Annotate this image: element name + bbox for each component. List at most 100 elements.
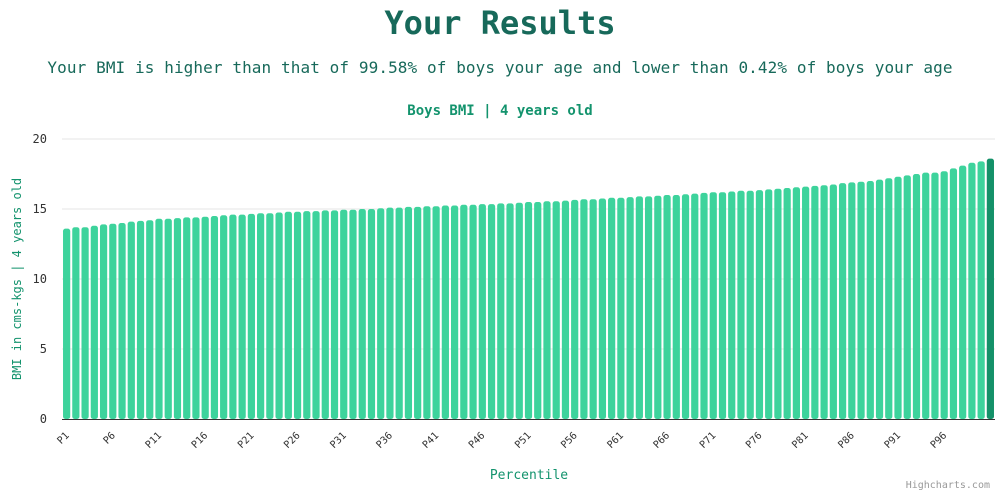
highlighted-bar[interactable] [986, 158, 994, 419]
bar[interactable] [524, 202, 533, 419]
bar[interactable] [404, 206, 413, 419]
bar[interactable] [912, 174, 921, 419]
bar[interactable] [617, 197, 625, 419]
bar[interactable] [164, 218, 172, 419]
bar[interactable] [469, 204, 477, 419]
bar[interactable] [654, 195, 662, 419]
bar[interactable] [441, 205, 449, 420]
bar[interactable] [238, 214, 246, 419]
bar[interactable] [220, 215, 228, 419]
bar[interactable] [266, 213, 274, 419]
bar[interactable] [626, 197, 634, 419]
bar[interactable] [746, 190, 754, 419]
bar[interactable] [589, 199, 597, 419]
bar[interactable] [395, 207, 403, 419]
bar[interactable] [709, 192, 717, 419]
bar[interactable] [321, 210, 329, 419]
bar[interactable] [820, 185, 828, 419]
bar[interactable] [681, 194, 690, 419]
bar[interactable] [635, 196, 643, 419]
bar[interactable] [875, 179, 884, 419]
bar[interactable] [802, 186, 810, 419]
bar[interactable] [284, 211, 292, 419]
bar[interactable] [340, 209, 348, 419]
bar[interactable] [183, 217, 191, 419]
bar[interactable] [700, 192, 708, 419]
bar[interactable] [155, 218, 163, 419]
bar[interactable] [72, 227, 80, 419]
bar[interactable] [478, 204, 486, 419]
bar[interactable] [247, 213, 255, 419]
bar[interactable] [358, 209, 366, 419]
bar[interactable] [367, 209, 376, 419]
bar[interactable] [303, 211, 311, 419]
bar[interactable] [571, 199, 579, 419]
bar[interactable] [136, 220, 145, 419]
bar[interactable] [377, 208, 385, 419]
bar[interactable] [460, 204, 468, 419]
bar[interactable] [515, 202, 523, 419]
bar[interactable] [312, 211, 320, 419]
bar[interactable] [210, 216, 219, 419]
bar[interactable] [755, 190, 764, 419]
bar[interactable] [644, 196, 653, 419]
bar[interactable] [192, 217, 200, 419]
bar[interactable] [922, 172, 930, 419]
bar[interactable] [608, 197, 616, 419]
chart-credits[interactable]: Highcharts.com [905, 480, 990, 491]
bar[interactable] [201, 216, 209, 419]
bar[interactable] [903, 175, 911, 419]
bar[interactable] [885, 178, 893, 419]
bar[interactable] [99, 224, 108, 419]
bar[interactable] [728, 191, 736, 420]
bar[interactable] [81, 227, 89, 419]
bar[interactable] [487, 204, 496, 419]
bar[interactable] [737, 190, 745, 419]
bar[interactable] [534, 202, 542, 419]
bar[interactable] [940, 171, 948, 419]
bar[interactable] [127, 221, 135, 419]
bar[interactable] [63, 228, 71, 419]
bar[interactable] [349, 209, 357, 419]
bar[interactable] [931, 172, 939, 419]
bar[interactable] [838, 183, 847, 419]
bar[interactable] [774, 188, 782, 419]
bar[interactable] [432, 206, 440, 419]
bar[interactable] [580, 199, 588, 419]
bar[interactable] [783, 188, 791, 419]
bar[interactable] [330, 210, 339, 419]
bar[interactable] [598, 198, 607, 420]
bar[interactable] [414, 206, 422, 419]
bar[interactable] [663, 195, 671, 419]
bar[interactable] [811, 185, 819, 419]
bar[interactable] [275, 212, 283, 420]
bar[interactable] [672, 195, 680, 419]
bar[interactable] [968, 162, 976, 420]
bar[interactable] [386, 207, 394, 419]
bar[interactable] [229, 214, 237, 419]
bar[interactable] [829, 184, 837, 420]
bar[interactable] [543, 201, 551, 419]
bar[interactable] [497, 203, 505, 419]
bar[interactable] [423, 206, 431, 419]
bar[interactable] [118, 223, 126, 419]
bar[interactable] [718, 192, 727, 419]
bar[interactable] [552, 201, 560, 419]
bar[interactable] [866, 181, 874, 419]
bar[interactable] [977, 161, 985, 419]
bar[interactable] [857, 181, 865, 419]
bar[interactable] [959, 165, 967, 419]
bar[interactable] [765, 189, 773, 419]
bar[interactable] [257, 213, 265, 419]
bar[interactable] [109, 223, 117, 419]
bar[interactable] [691, 193, 699, 419]
bar[interactable] [90, 225, 98, 419]
bar[interactable] [146, 220, 154, 419]
bar[interactable] [506, 203, 514, 419]
bar[interactable] [561, 200, 570, 419]
bar[interactable] [792, 187, 800, 419]
bar[interactable] [949, 168, 958, 419]
bar[interactable] [848, 182, 856, 419]
bar[interactable] [173, 218, 182, 419]
bar[interactable] [293, 211, 302, 419]
